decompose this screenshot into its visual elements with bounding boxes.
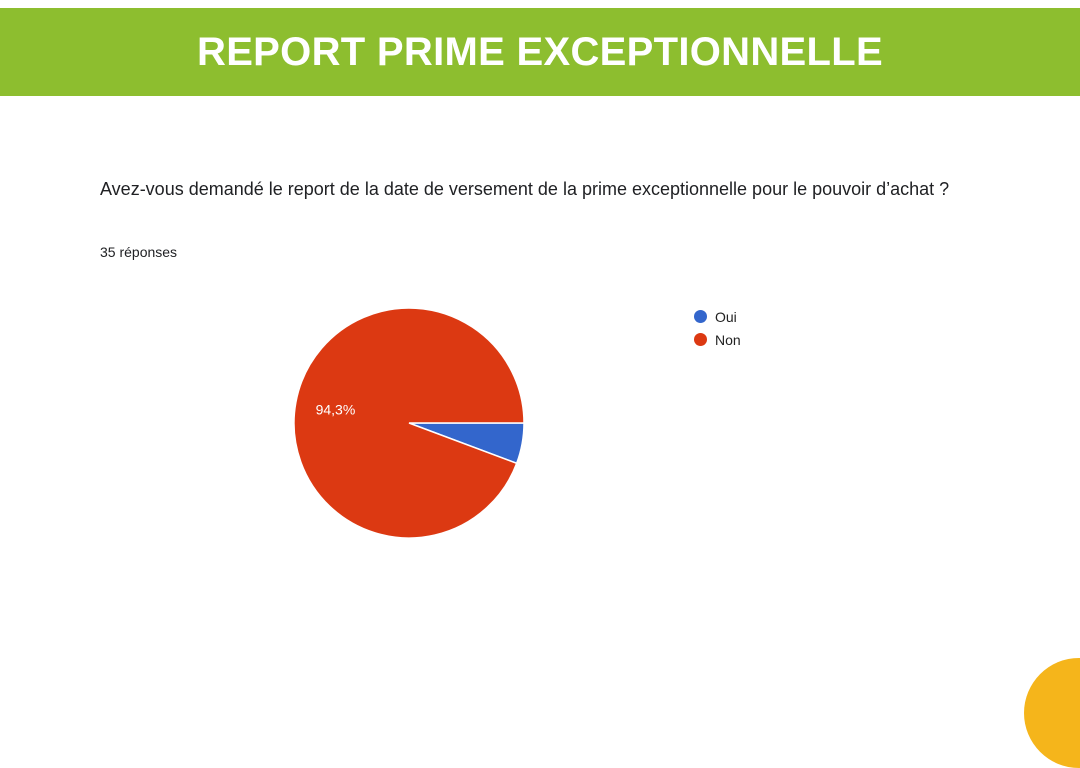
legend-label-oui: Oui xyxy=(715,308,737,325)
legend-swatch-oui xyxy=(694,310,707,323)
pie-slice-non xyxy=(293,307,525,539)
legend-item-non: Non xyxy=(694,328,741,351)
chart-legend: Oui Non xyxy=(694,305,741,351)
question-text: Avez-vous demandé le report de la date d… xyxy=(100,179,950,199)
legend-item-oui: Oui xyxy=(694,305,741,328)
page-title: REPORT PRIME EXCEPTIONNELLE xyxy=(197,29,883,74)
header-banner: REPORT PRIME EXCEPTIONNELLE xyxy=(0,8,1080,96)
pie-chart: 94,3% xyxy=(293,307,525,539)
pie-label-non: 94,3% xyxy=(316,402,356,418)
legend-label-non: Non xyxy=(715,331,741,348)
legend-swatch-non xyxy=(694,333,707,346)
response-count: 35 réponses xyxy=(100,244,178,260)
